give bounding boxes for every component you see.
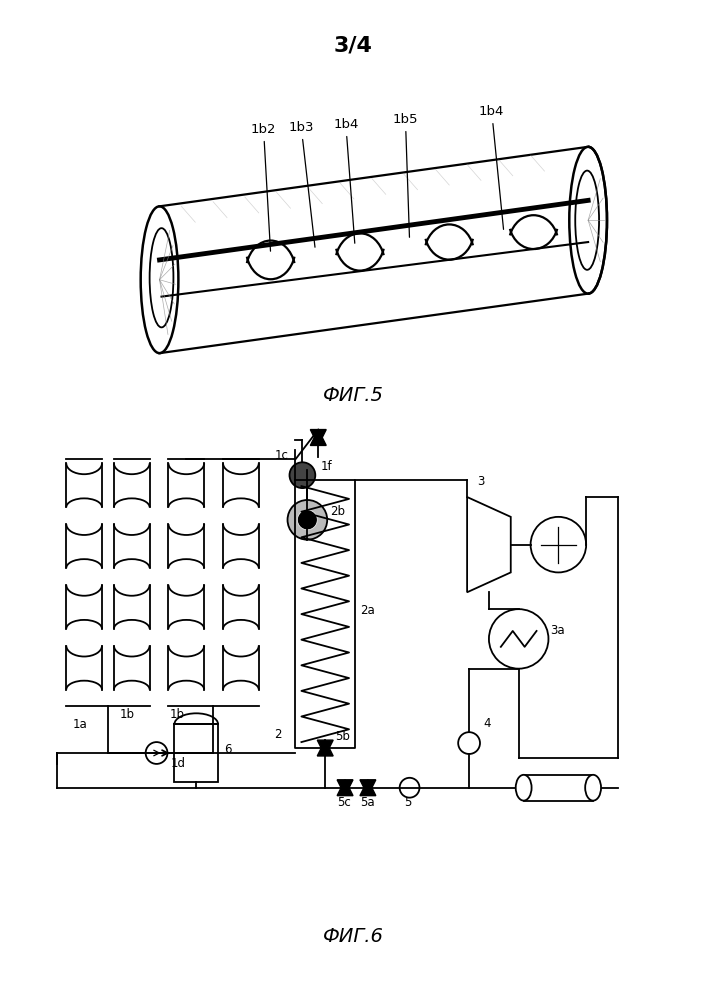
Polygon shape — [337, 780, 353, 796]
Polygon shape — [467, 497, 510, 592]
Polygon shape — [310, 430, 326, 445]
Text: ФИГ.5: ФИГ.5 — [322, 386, 383, 405]
Text: 6: 6 — [224, 743, 231, 756]
Text: 1b5: 1b5 — [392, 113, 418, 237]
Text: 3a: 3a — [551, 624, 565, 637]
Text: 1f: 1f — [320, 460, 332, 473]
Text: 1c: 1c — [274, 449, 288, 462]
Polygon shape — [317, 740, 333, 756]
Text: ФИГ.6: ФИГ.6 — [322, 927, 383, 946]
Text: 1d: 1d — [170, 757, 185, 770]
Text: 3: 3 — [477, 475, 484, 488]
Bar — [175, 724, 218, 782]
Polygon shape — [360, 780, 376, 796]
Text: 1a: 1a — [72, 718, 87, 731]
Polygon shape — [360, 780, 376, 796]
Text: 5b: 5b — [335, 730, 350, 743]
Text: 1b: 1b — [120, 708, 135, 721]
Circle shape — [288, 500, 327, 540]
Text: 1b: 1b — [170, 708, 185, 721]
Bar — [524, 775, 593, 801]
Text: 1b2: 1b2 — [251, 123, 276, 251]
Ellipse shape — [515, 775, 532, 801]
Text: 5c: 5c — [337, 796, 351, 809]
Text: 5: 5 — [404, 796, 412, 809]
Circle shape — [289, 462, 315, 488]
Text: 1b3: 1b3 — [288, 121, 315, 247]
Polygon shape — [317, 740, 333, 756]
Text: 2b: 2b — [330, 505, 345, 518]
Text: 3/4: 3/4 — [334, 36, 373, 56]
Text: 2a: 2a — [360, 604, 375, 617]
Text: 5a: 5a — [360, 796, 375, 809]
Ellipse shape — [585, 775, 601, 801]
Text: 1b4: 1b4 — [479, 105, 504, 229]
Text: 1b4: 1b4 — [333, 118, 358, 243]
Text: 2: 2 — [274, 728, 281, 741]
Text: 4: 4 — [483, 717, 491, 730]
Polygon shape — [337, 780, 353, 796]
Polygon shape — [310, 430, 326, 445]
Circle shape — [298, 510, 317, 530]
